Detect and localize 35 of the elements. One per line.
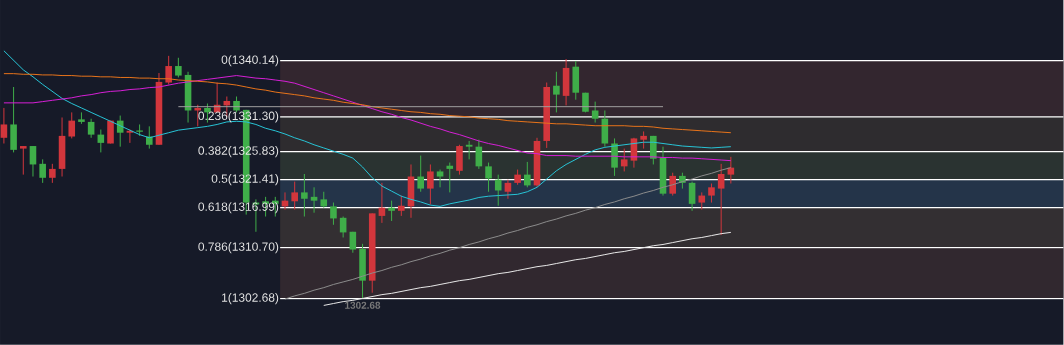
candlestick	[68, 111, 76, 140]
candlestick	[591, 101, 599, 124]
ref-line-label: 0(1340.14)	[221, 55, 279, 67]
candlestick	[465, 140, 473, 160]
candlestick	[39, 158, 46, 184]
candlestick	[417, 155, 424, 193]
candlestick	[650, 135, 657, 166]
candlestick	[310, 186, 318, 214]
candlestick	[0, 107, 8, 145]
candlestick	[427, 164, 434, 206]
candlestick	[717, 163, 725, 236]
candlestick	[494, 174, 502, 207]
candlestick	[620, 148, 628, 173]
candlestick	[165, 55, 172, 86]
candlestick	[291, 181, 298, 211]
candlestick	[330, 202, 337, 226]
ref-line-label: 0.786(1310.70)	[198, 242, 279, 254]
annotation: 1302.68	[345, 301, 381, 309]
candlestick	[301, 173, 308, 218]
candlestick	[116, 115, 124, 148]
candlestick	[446, 162, 454, 193]
candlestick	[688, 181, 696, 212]
candlestick	[485, 162, 492, 193]
candlestick	[436, 169, 444, 188]
candlestick	[388, 200, 395, 222]
candlestick	[553, 71, 560, 113]
candlestick	[504, 179, 512, 200]
ref-line-label: 1(1302.68)	[222, 293, 279, 305]
candlestick	[398, 195, 405, 217]
candlestick	[524, 161, 531, 188]
candlestick	[708, 183, 715, 204]
candlestick	[87, 118, 95, 139]
candlestick	[175, 57, 182, 79]
candlestick	[19, 145, 27, 176]
candlestick	[49, 163, 56, 184]
